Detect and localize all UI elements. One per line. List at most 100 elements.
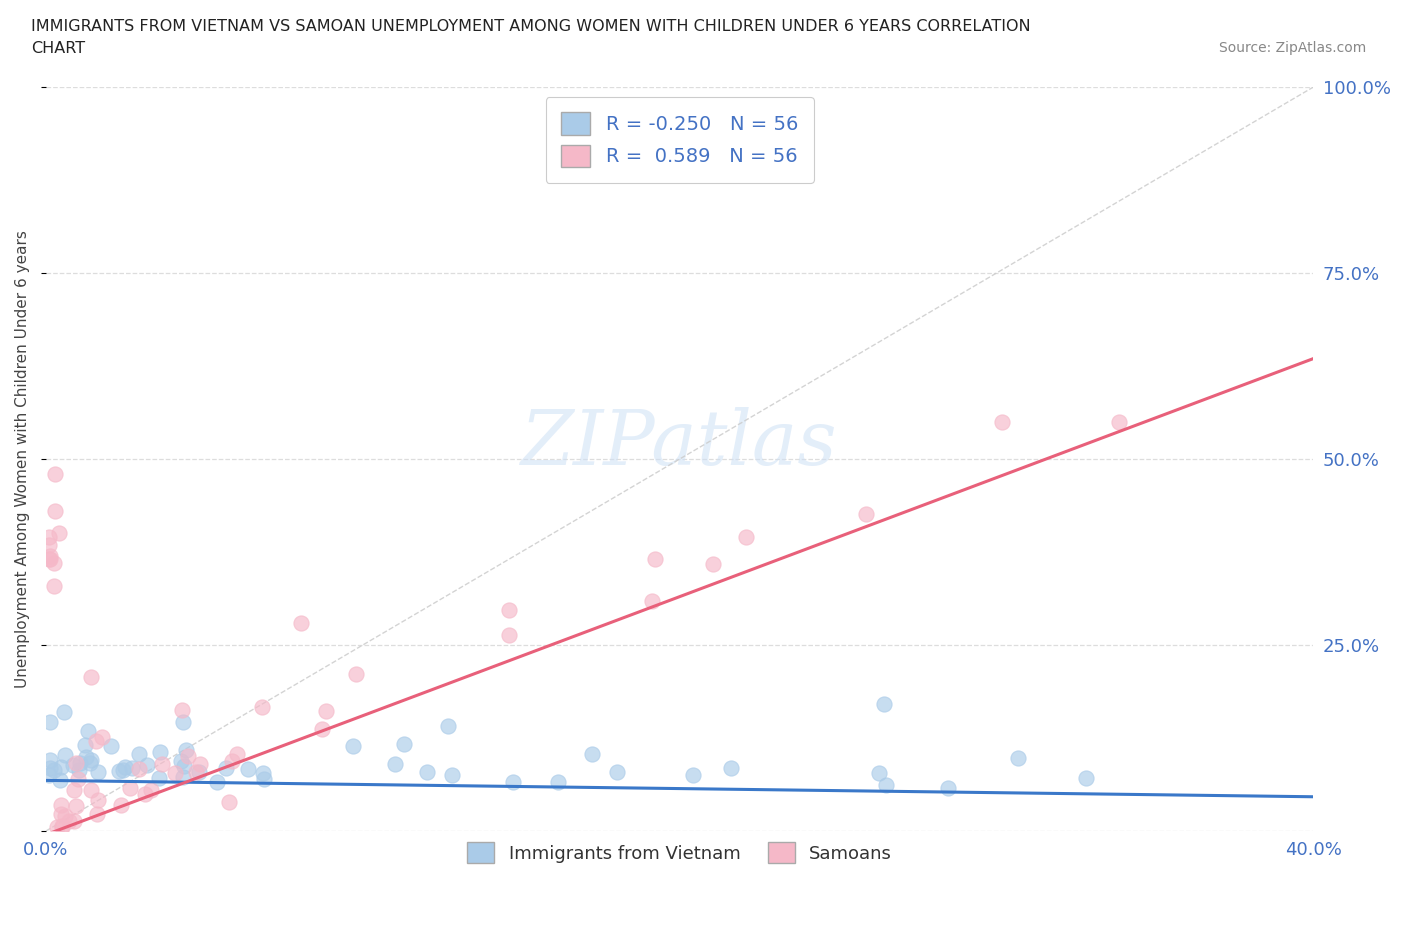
Point [79,755,101,770]
Point [134,787,156,802]
Point [221,754,243,769]
Text: Source: ZipAtlas.com: Source: ZipAtlas.com [1219,41,1367,55]
Point [172,769,194,784]
Point [42,763,65,777]
Legend: Immigrants from Vietnam, Samoans: Immigrants from Vietnam, Samoans [460,835,900,870]
Point [172,714,194,729]
Point [45,819,67,834]
Point [218,794,240,809]
Point [184,764,207,779]
Point [51,818,73,833]
Point [735,529,758,544]
Point [38,530,60,545]
Point [80,753,103,768]
Text: CHART: CHART [31,41,84,56]
Point [384,756,406,771]
Point [682,768,704,783]
Point [440,767,463,782]
Point [62,758,84,773]
Point [49,798,72,813]
Point [236,762,259,777]
Point [150,756,173,771]
Point [69,755,91,770]
Point [128,746,150,761]
Point [702,556,724,571]
Point [392,737,415,751]
Point [110,797,132,812]
Point [63,814,86,829]
Point [100,739,122,754]
Point [80,670,103,684]
Point [252,699,274,714]
Point [87,764,110,779]
Point [38,752,60,767]
Point [149,745,172,760]
Point [49,759,72,774]
Point [136,758,159,773]
Point [51,819,73,834]
Point [170,703,193,718]
Point [67,763,90,777]
Point [187,764,209,779]
Point [873,697,896,711]
Point [38,538,60,552]
Point [139,782,162,797]
Y-axis label: Unemployment Among Women with Children Under 6 years: Unemployment Among Women with Children U… [15,230,30,688]
Point [120,780,142,795]
Point [215,761,238,776]
Point [188,756,211,771]
Point [112,763,135,777]
Point [498,603,520,618]
Point [437,718,460,733]
Point [53,808,76,823]
Point [315,704,337,719]
Point [65,799,87,814]
Point [547,775,569,790]
Point [226,746,249,761]
Point [39,549,62,564]
Point [66,771,89,786]
Point [42,578,65,593]
Point [39,714,62,729]
Point [90,729,112,744]
Point [176,742,198,757]
Point [75,750,97,764]
Point [205,775,228,790]
Point [53,748,76,763]
Point [416,765,439,780]
Point [1074,771,1097,786]
Point [502,775,524,790]
Point [177,749,200,764]
Point [58,814,80,829]
Point [38,552,60,567]
Point [39,552,62,567]
Point [868,765,890,780]
Point [173,758,195,773]
Point [80,783,103,798]
Point [121,761,143,776]
Text: IMMIGRANTS FROM VIETNAM VS SAMOAN UNEMPLOYMENT AMONG WOMEN WITH CHILDREN UNDER 6: IMMIGRANTS FROM VIETNAM VS SAMOAN UNEMPL… [31,19,1031,33]
Point [311,722,333,737]
Point [498,627,520,642]
Point [290,616,312,631]
Point [936,780,959,795]
Point [148,770,170,785]
Point [876,777,898,792]
Point [606,764,628,779]
Point [49,806,72,821]
Point [855,507,877,522]
Point [346,667,368,682]
Point [170,753,193,768]
Point [644,551,666,566]
Point [252,765,274,780]
Text: ZIPatlas: ZIPatlas [522,407,838,481]
Point [342,738,364,753]
Point [42,556,65,571]
Point [720,761,742,776]
Point [75,737,97,752]
Point [86,807,108,822]
Point [52,705,75,720]
Point [86,734,108,749]
Point [114,760,136,775]
Point [39,761,62,776]
